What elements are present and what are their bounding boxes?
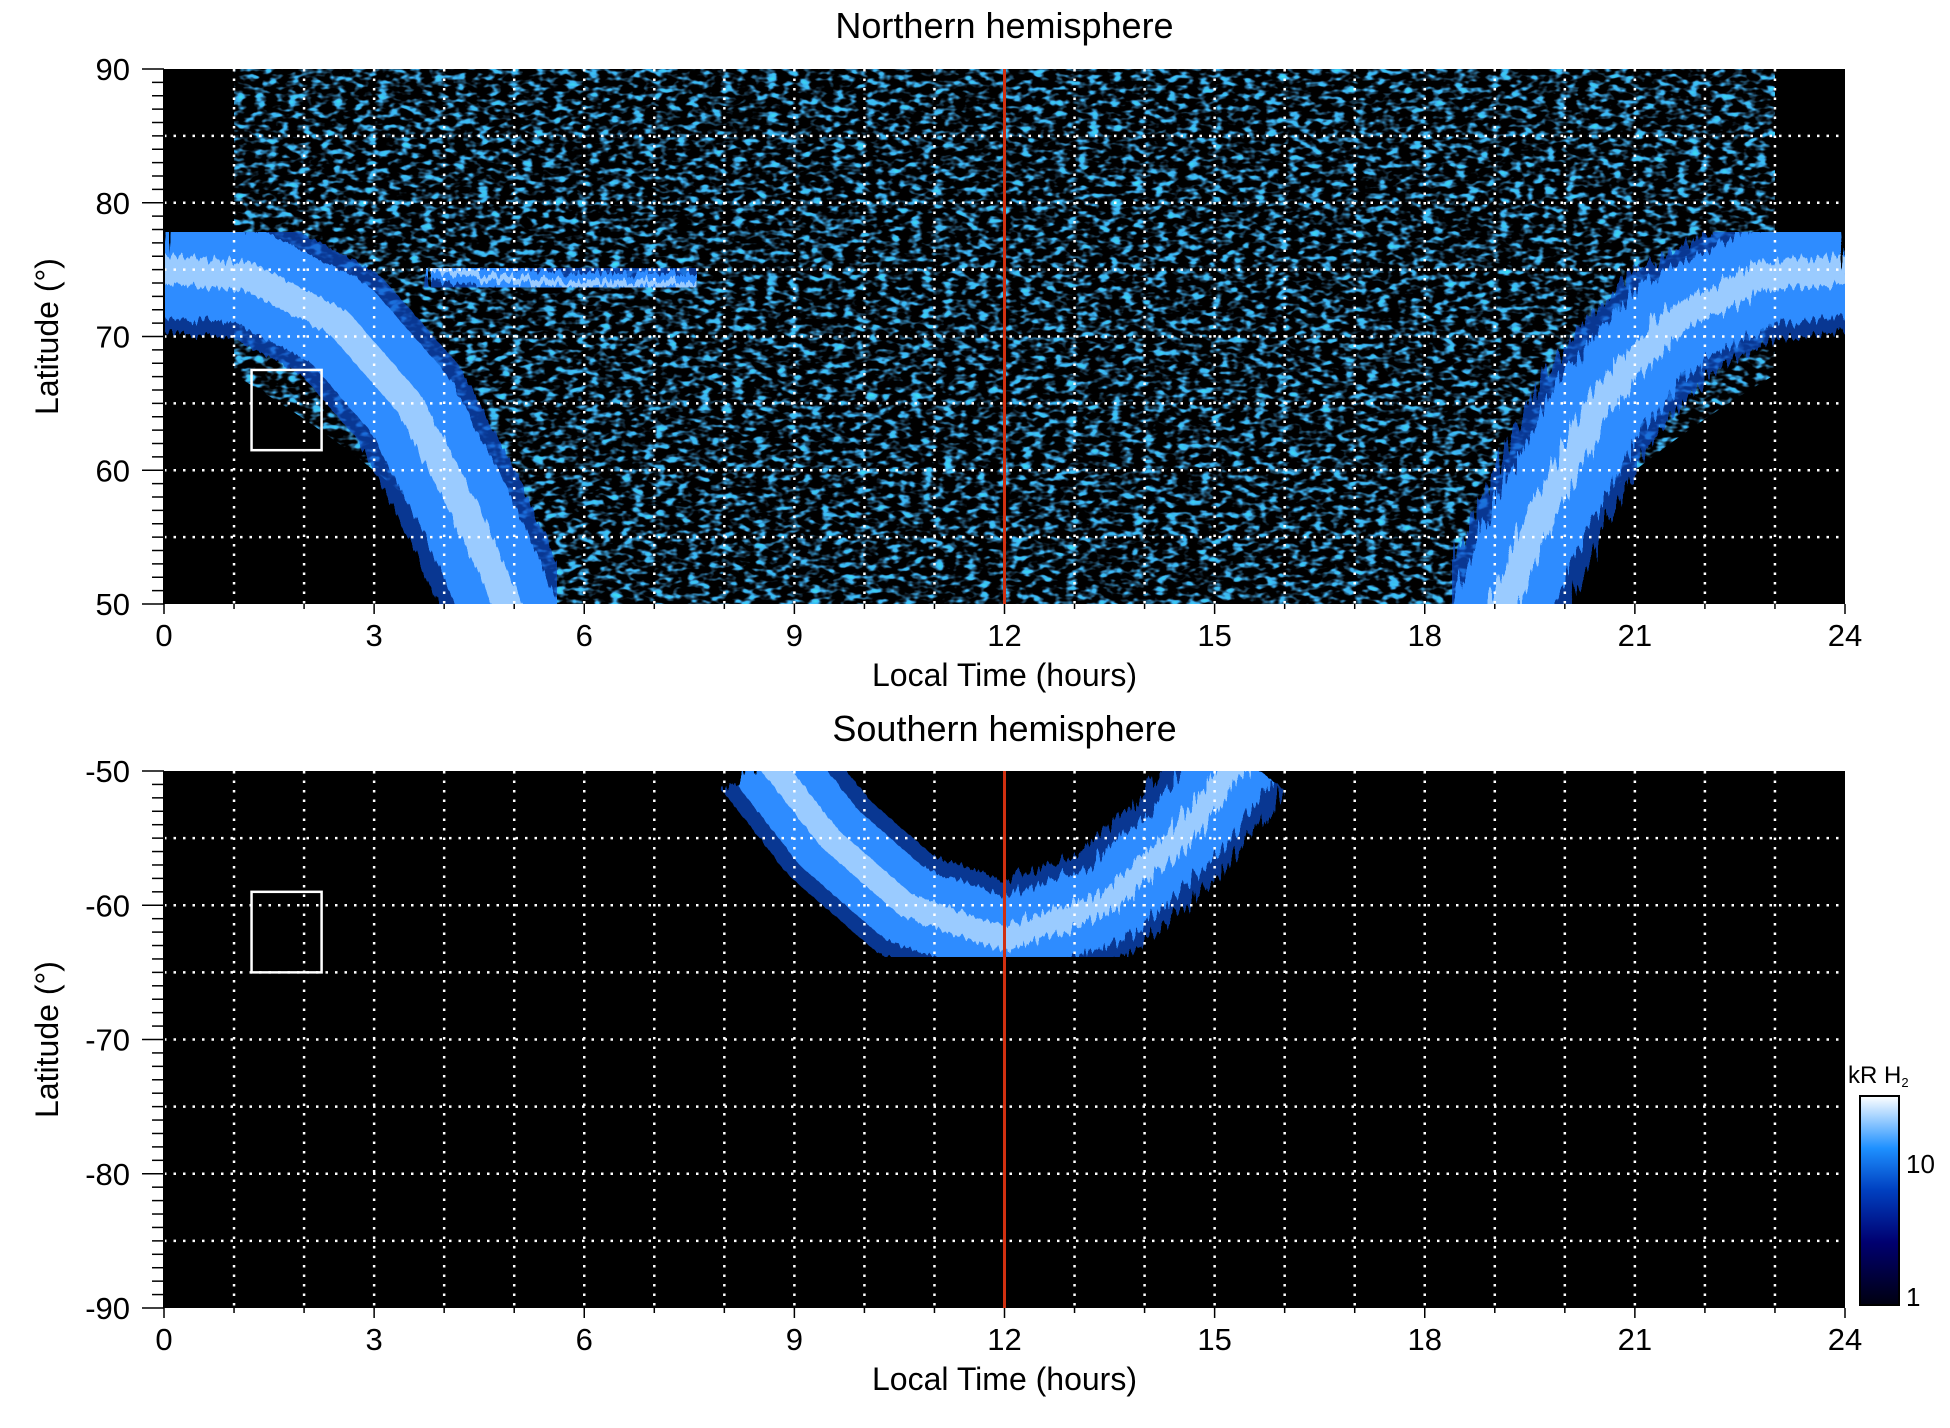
- y-tick-label: -70: [85, 1023, 130, 1058]
- x-tick-label: 15: [1197, 1322, 1231, 1357]
- x-tick-label: 15: [1197, 618, 1231, 653]
- chart-title: Northern hemisphere: [835, 5, 1173, 46]
- y-tick-label: 50: [96, 587, 130, 622]
- x-tick-label: 18: [1408, 1322, 1442, 1357]
- x-tick-label: 9: [786, 1322, 803, 1357]
- y-tick-label: 70: [96, 320, 130, 355]
- x-tick-label: 3: [366, 1322, 383, 1357]
- y-tick-label: -60: [85, 888, 130, 923]
- colorbar: kR H2 10 1: [1848, 1062, 1935, 1312]
- chart-title: Southern hemisphere: [832, 708, 1176, 749]
- x-tick-label: 6: [576, 1322, 593, 1357]
- southern-panel: 0 3 6 9 12 15 18 21 24 -90 -80 -70 -60 -50 Southern he…: [29, 708, 1862, 1397]
- x-tick-label: 21: [1618, 618, 1652, 653]
- x-tick-label: 24: [1828, 618, 1862, 653]
- colorbar-tick-1: 1: [1906, 1282, 1920, 1312]
- dayside-arc-core: [429, 266, 697, 289]
- colorbar-tick-10: 10: [1906, 1149, 1935, 1179]
- x-axis-label: Local Time (hours): [872, 1361, 1137, 1397]
- x-axis-label: Local Time (hours): [872, 657, 1137, 693]
- colorbar-label: kR H2: [1848, 1062, 1909, 1090]
- x-tick-label: 6: [576, 618, 593, 653]
- x-tick-label: 0: [155, 1322, 172, 1357]
- x-tick-label: 12: [987, 1322, 1021, 1357]
- region-box: [250, 890, 323, 974]
- x-tick-label: 18: [1408, 618, 1442, 653]
- dawn-oval-core: [164, 255, 523, 604]
- northern-panel: 0 3 6 9 12 15 18 21 24 50 60 70 80 90 Northern hemisph…: [29, 5, 1862, 693]
- y-tick-label: 90: [96, 52, 130, 87]
- y-tick-label: 60: [96, 453, 130, 488]
- x-tick-label: 12: [987, 618, 1021, 653]
- x-tick-label: 21: [1618, 1322, 1652, 1357]
- x-tick-label: 3: [366, 618, 383, 653]
- y-axis-label: Latitude (°): [29, 258, 65, 415]
- x-tick-label: 24: [1828, 1322, 1862, 1357]
- y-axis-label: Latitude (°): [29, 961, 65, 1118]
- colorbar-gradient: [1859, 1095, 1900, 1306]
- y-tick-label: -50: [85, 754, 130, 789]
- y-tick-label: -80: [85, 1157, 130, 1192]
- y-tick-label: 80: [96, 186, 130, 221]
- x-tick-label: 0: [155, 618, 172, 653]
- region-box: [250, 368, 323, 452]
- x-tick-label: 9: [786, 618, 803, 653]
- y-tick-label: -90: [85, 1291, 130, 1326]
